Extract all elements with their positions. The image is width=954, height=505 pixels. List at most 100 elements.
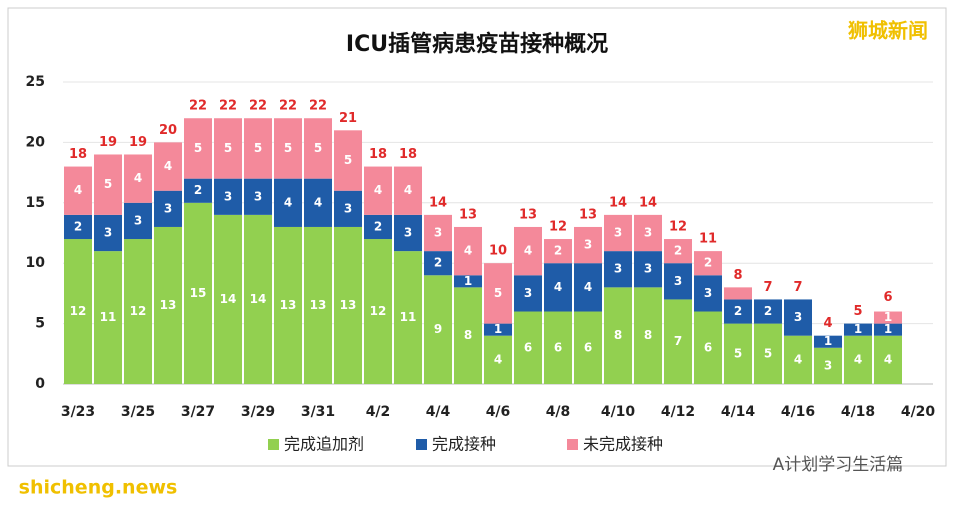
bar-segment xyxy=(484,263,512,324)
bar-segment xyxy=(274,178,302,227)
bar-segment xyxy=(754,299,782,324)
total-label: 22 xyxy=(249,99,267,114)
segment-label: 14 xyxy=(220,292,237,306)
total-label: 21 xyxy=(339,111,357,126)
bar-segment xyxy=(514,275,542,312)
segment-label: 4 xyxy=(794,352,802,366)
segment-label: 8 xyxy=(464,328,472,342)
segment-label: 5 xyxy=(224,141,232,155)
y-tick-label: 0 xyxy=(35,376,45,392)
total-label: 19 xyxy=(129,135,147,150)
total-label: 10 xyxy=(489,244,507,259)
bar-segment xyxy=(454,226,482,276)
bar-segment xyxy=(304,178,332,227)
segment-label: 2 xyxy=(434,256,442,270)
segment-label: 3 xyxy=(674,274,682,288)
segment-label: 3 xyxy=(224,189,232,203)
bar-segment xyxy=(64,166,92,215)
bar-segment xyxy=(484,323,512,336)
bar-segment xyxy=(694,311,722,384)
bar-segment xyxy=(94,251,122,384)
bar-segment xyxy=(544,311,572,384)
segment-label: 13 xyxy=(160,298,177,312)
total-label: 14 xyxy=(609,195,627,210)
total-label: 19 xyxy=(99,135,117,150)
legend-label: 完成追加剂 xyxy=(284,435,364,454)
segment-label: 5 xyxy=(314,141,322,155)
x-tick-label: 4/2 xyxy=(366,404,391,420)
bar-segment xyxy=(574,226,602,264)
bar-segment xyxy=(334,190,362,227)
total-label: 14 xyxy=(429,195,447,210)
total-label: 20 xyxy=(159,123,177,138)
segment-label: 3 xyxy=(614,262,622,276)
bar-segment xyxy=(214,118,242,179)
bar-segment xyxy=(844,335,872,384)
total-label: 7 xyxy=(793,280,802,295)
segment-label: 2 xyxy=(374,219,382,233)
segment-label: 2 xyxy=(734,304,742,318)
bar-segment xyxy=(244,118,272,179)
bar-segment xyxy=(64,214,92,240)
total-label: 13 xyxy=(519,207,537,222)
segment-label: 1 xyxy=(884,322,892,336)
bar-segment xyxy=(574,263,602,312)
segment-label: 5 xyxy=(194,141,202,155)
legend-label: 完成接种 xyxy=(432,435,496,454)
bar-segment xyxy=(514,311,542,384)
bar-segment xyxy=(184,118,212,179)
bar-segment xyxy=(394,166,422,215)
bar-segment xyxy=(244,178,272,215)
bar-segment xyxy=(274,118,302,179)
segment-label: 3 xyxy=(434,226,442,240)
bar-segment xyxy=(634,287,662,384)
bar-segment xyxy=(364,214,392,240)
segment-label: 4 xyxy=(494,352,502,366)
bar-segment xyxy=(544,239,572,264)
bar-segment xyxy=(244,214,272,384)
bar-segment xyxy=(634,214,662,252)
segment-label: 15 xyxy=(190,286,207,300)
bar-segment xyxy=(124,202,152,240)
total-label: 12 xyxy=(549,220,567,235)
x-tick-label: 4/14 xyxy=(721,404,756,420)
total-label: 22 xyxy=(279,99,297,114)
total-label: 13 xyxy=(459,207,477,222)
segment-label: 5 xyxy=(254,141,262,155)
bar-segment xyxy=(184,178,212,203)
x-tick-label: 4/10 xyxy=(601,404,636,420)
segment-label: 1 xyxy=(464,274,472,288)
x-tick-label: 4/20 xyxy=(901,404,936,420)
bar-segment xyxy=(514,226,542,276)
segment-label: 13 xyxy=(280,298,297,312)
segment-label: 8 xyxy=(644,328,652,342)
bar-segment xyxy=(454,275,482,288)
x-tick-label: 4/8 xyxy=(546,404,571,420)
total-label: 22 xyxy=(219,99,237,114)
segment-label: 4 xyxy=(314,195,322,209)
bar-segment xyxy=(364,239,392,384)
bar-segment xyxy=(604,251,632,288)
segment-label: 4 xyxy=(584,280,592,294)
bar-segment xyxy=(274,226,302,384)
y-tick-label: 25 xyxy=(26,74,45,90)
total-label: 6 xyxy=(883,290,892,305)
segment-label: 11 xyxy=(400,310,417,324)
bar-segment xyxy=(484,335,512,384)
segment-label: 4 xyxy=(524,244,532,258)
bar-segment xyxy=(634,251,662,288)
bar-segment xyxy=(124,154,152,203)
legend-swatch xyxy=(268,439,279,450)
segment-label: 12 xyxy=(370,304,387,318)
bar-segment xyxy=(874,311,902,324)
total-label: 5 xyxy=(853,304,862,319)
segment-label: 3 xyxy=(644,226,652,240)
bar-segment xyxy=(394,251,422,384)
bar-segment xyxy=(154,226,182,384)
segment-label: 1 xyxy=(884,310,892,324)
segment-label: 13 xyxy=(310,298,327,312)
segment-label: 5 xyxy=(284,141,292,155)
segment-label: 4 xyxy=(854,352,862,366)
segment-label: 3 xyxy=(704,286,712,300)
